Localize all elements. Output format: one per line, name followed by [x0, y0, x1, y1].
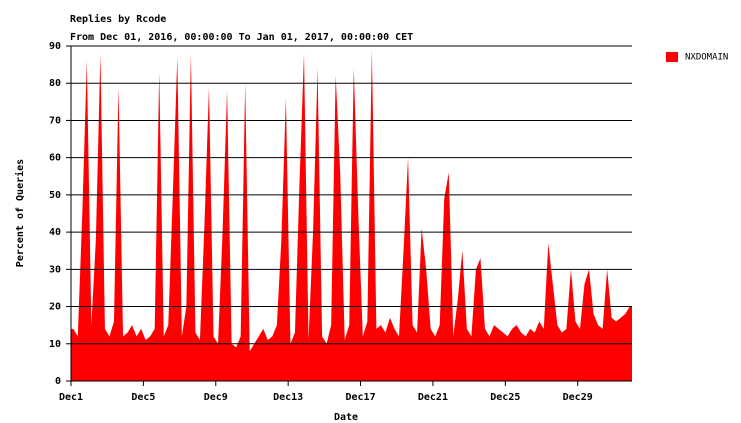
- y-tick-label: 40: [49, 227, 61, 238]
- y-tick-label: 50: [49, 190, 61, 201]
- x-tick-label: Dec5: [131, 392, 155, 403]
- y-tick-label: 20: [49, 302, 61, 313]
- x-tick-label: Dec21: [418, 392, 448, 403]
- x-tick-label: Dec13: [273, 392, 303, 403]
- legend-swatch: [666, 52, 678, 62]
- legend-label: NXDOMAIN: [685, 53, 728, 63]
- area: [71, 49, 632, 381]
- x-tick-label: Dec25: [490, 392, 520, 403]
- y-tick-label: 80: [49, 78, 61, 89]
- x-tick-label: Dec29: [563, 392, 593, 403]
- chart-subtitle: From Dec 01, 2016, 00:00:00 To Jan 01, 2…: [70, 32, 413, 43]
- x-axis-label: Date: [334, 412, 358, 423]
- y-tick-label: 70: [49, 115, 61, 126]
- x-tick-label: Dec1: [59, 392, 83, 403]
- y-tick-label: 30: [49, 264, 61, 275]
- y-tick-label: 60: [49, 153, 61, 164]
- y-tick-label: 90: [49, 41, 61, 52]
- y-tick-label: 10: [49, 339, 61, 350]
- chart-title: Replies by Rcode: [70, 13, 166, 25]
- x-tick-label: Dec17: [345, 392, 375, 403]
- x-tick-label: Dec9: [204, 392, 228, 403]
- y-axis-label: Percent of Queries: [14, 159, 26, 267]
- y-tick-label: 0: [55, 376, 61, 387]
